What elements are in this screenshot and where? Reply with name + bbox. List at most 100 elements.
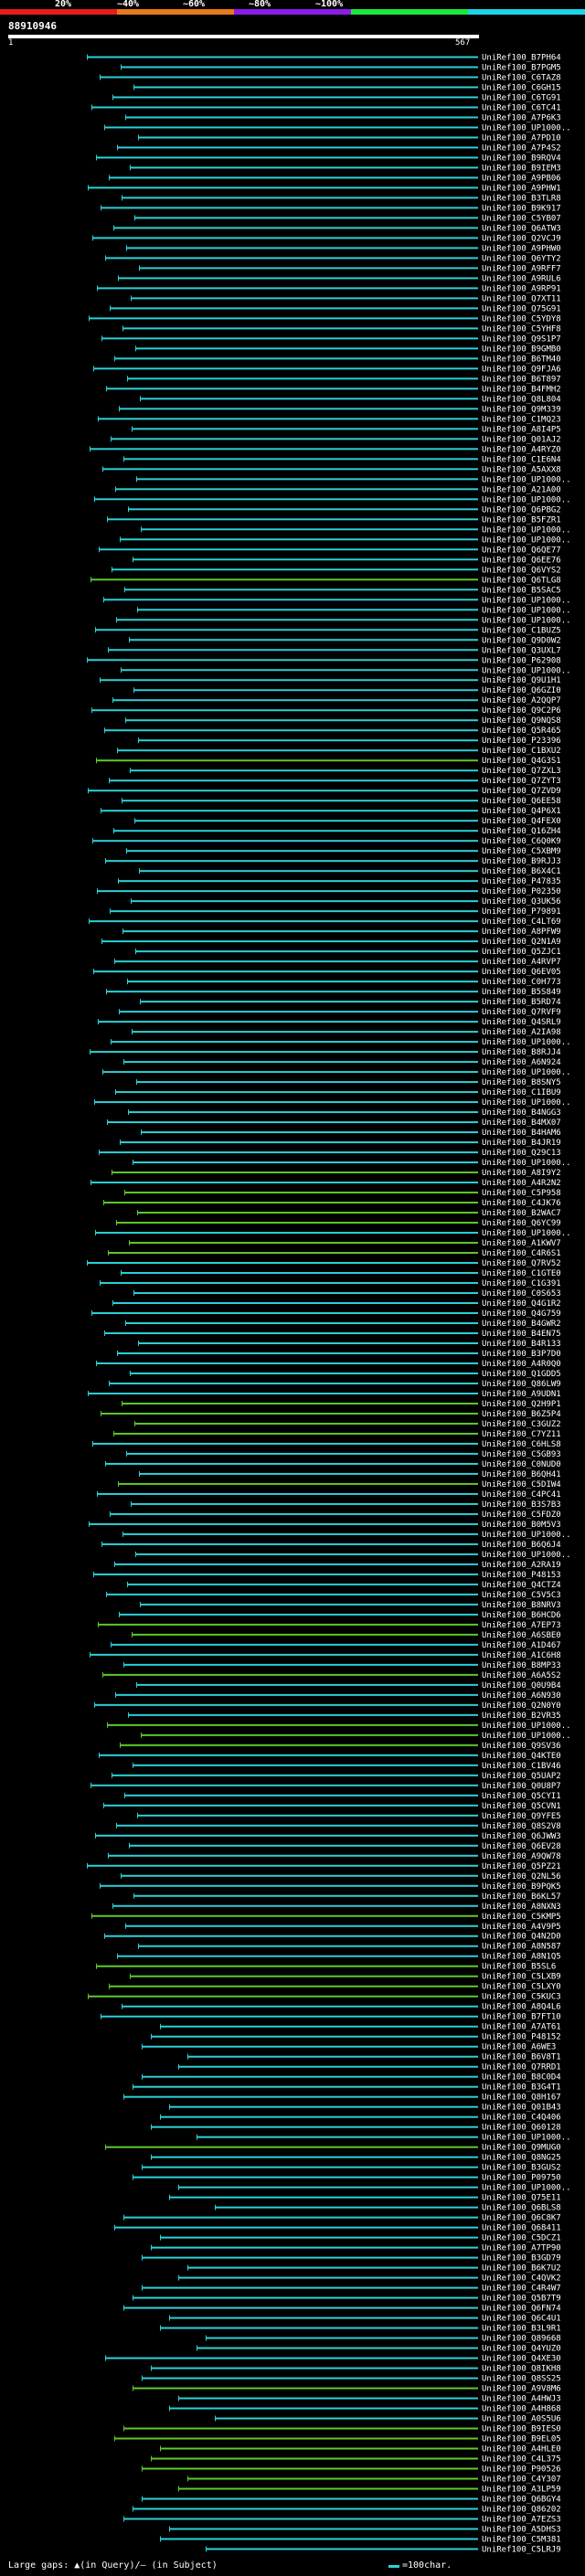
hit-row[interactable]: UniRef100_Q5CVN1: [103, 1802, 561, 1811]
hit-row[interactable]: UniRef100_C5M381: [160, 2536, 561, 2545]
hit-row[interactable]: UniRef100_C4R6S1: [108, 1249, 561, 1258]
hit-row[interactable]: UniRef100_B6V8T1: [187, 2053, 561, 2062]
hit-row[interactable]: UniRef100_A6SBE0: [132, 1631, 561, 1640]
hit-row[interactable]: UniRef100_UP1000..: [120, 535, 571, 545]
hit-row[interactable]: UniRef100_Q86LW9: [109, 1380, 561, 1389]
hit-row[interactable]: UniRef100_B6X4C1: [139, 867, 561, 876]
hit-row[interactable]: UniRef100_Q6TLG8: [90, 576, 561, 585]
hit-row[interactable]: UniRef100_UP1000..: [95, 1229, 571, 1238]
hit-row[interactable]: UniRef100_UP1000..: [133, 1159, 571, 1168]
hit-row[interactable]: UniRef100_Q89668: [206, 2335, 561, 2344]
hit-row[interactable]: UniRef100_UP1000..: [94, 495, 571, 504]
hit-row[interactable]: UniRef100_B0M5V3: [89, 1521, 561, 1530]
hit-row[interactable]: UniRef100_Q4KTE0: [99, 1752, 561, 1761]
hit-row[interactable]: UniRef100_B6K7U2: [187, 2264, 561, 2274]
hit-row[interactable]: UniRef100_UP1000..: [107, 1722, 571, 1731]
hit-row[interactable]: UniRef100_Q29C13: [99, 1149, 561, 1158]
hit-row[interactable]: UniRef100_Q16ZH4: [113, 827, 561, 836]
hit-row[interactable]: UniRef100_Q6YTY2: [105, 254, 561, 263]
hit-row[interactable]: UniRef100_B4EN75: [104, 1330, 561, 1339]
hit-row[interactable]: UniRef100_A2QQP7: [112, 696, 561, 705]
hit-row[interactable]: UniRef100_A4HWJ3: [178, 2395, 561, 2404]
hit-row[interactable]: UniRef100_Q8NG25: [151, 2154, 561, 2163]
hit-row[interactable]: UniRef100_A9PHW1: [88, 184, 561, 193]
hit-row[interactable]: UniRef100_A4RVP7: [114, 958, 561, 967]
hit-row[interactable]: UniRef100_UP1000..: [141, 1732, 571, 1741]
hit-row[interactable]: UniRef100_Q6ATW3: [113, 224, 561, 233]
hit-row[interactable]: UniRef100_Q0U9B4: [136, 1681, 561, 1691]
hit-row[interactable]: UniRef100_A7EZS3: [123, 2516, 561, 2525]
hit-row[interactable]: UniRef100_Q6PBG2: [128, 505, 561, 514]
hit-row[interactable]: UniRef100_A4R2N2: [90, 1179, 561, 1188]
hit-row[interactable]: UniRef100_C6TG91: [112, 93, 561, 102]
hit-row[interactable]: UniRef100_A9UDN1: [88, 1390, 561, 1399]
hit-row[interactable]: UniRef100_C7YZ11: [113, 1430, 561, 1439]
hit-row[interactable]: UniRef100_Q6EE58: [122, 797, 561, 806]
hit-row[interactable]: UniRef100_Q6C4U1: [169, 2315, 561, 2324]
hit-row[interactable]: UniRef100_C1BUZ5: [95, 626, 561, 635]
hit-row[interactable]: UniRef100_Q7RVF9: [119, 1008, 561, 1017]
hit-row[interactable]: UniRef100_Q5ZJC1: [135, 948, 561, 957]
hit-row[interactable]: UniRef100_C1BV46: [133, 1762, 561, 1771]
hit-row[interactable]: UniRef100_A4HLE0: [160, 2445, 561, 2454]
hit-row[interactable]: UniRef100_C5YDY8: [89, 314, 561, 323]
hit-row[interactable]: UniRef100_C4JK76: [103, 1199, 561, 1208]
hit-row[interactable]: UniRef100_C5LRJ9: [206, 2546, 561, 2555]
hit-row[interactable]: UniRef100_B5S849: [106, 988, 561, 997]
hit-row[interactable]: UniRef100_A1C6H8: [90, 1651, 561, 1660]
hit-row[interactable]: UniRef100_Q8SS25: [142, 2375, 561, 2384]
hit-row[interactable]: UniRef100_UP1000..: [178, 2184, 571, 2193]
hit-row[interactable]: UniRef100_C4Y307: [187, 2475, 561, 2485]
hit-row[interactable]: UniRef100_Q3UK56: [131, 897, 561, 906]
hit-row[interactable]: UniRef100_C5DCZ1: [160, 2234, 561, 2243]
hit-row[interactable]: UniRef100_B3GD79: [142, 2254, 561, 2263]
hit-row[interactable]: UniRef100_A8N587: [138, 1943, 561, 1952]
hit-row[interactable]: UniRef100_C6Q0K9: [92, 837, 561, 846]
hit-row[interactable]: UniRef100_A4RYZ0: [90, 445, 561, 454]
hit-row[interactable]: UniRef100_P90526: [142, 2465, 561, 2475]
hit-row[interactable]: UniRef100_Q75E11: [169, 2194, 561, 2203]
hit-row[interactable]: UniRef100_Q2NL56: [121, 1872, 561, 1882]
hit-row[interactable]: UniRef100_Q9C2P6: [91, 706, 561, 716]
hit-row[interactable]: UniRef100_C5P958: [124, 1189, 561, 1198]
hit-row[interactable]: UniRef100_B4MX07: [107, 1118, 561, 1128]
hit-row[interactable]: UniRef100_Q6EV28: [129, 1842, 561, 1851]
hit-row[interactable]: UniRef100_C5XBM9: [126, 847, 561, 856]
hit-row[interactable]: UniRef100_Q01AJ2: [111, 435, 561, 444]
hit-row[interactable]: UniRef100_B6QH41: [139, 1470, 561, 1479]
hit-row[interactable]: UniRef100_B8RJJ4: [90, 1048, 561, 1057]
hit-row[interactable]: UniRef100_UP1000..: [94, 1098, 571, 1108]
hit-row[interactable]: UniRef100_C0S653: [133, 1289, 561, 1299]
hit-row[interactable]: UniRef100_P48152: [151, 2033, 561, 2042]
hit-row[interactable]: UniRef100_B6HCD6: [119, 1611, 561, 1620]
hit-row[interactable]: UniRef100_C1GTE0: [121, 1269, 561, 1278]
hit-row[interactable]: UniRef100_B2WAC7: [137, 1209, 561, 1218]
hit-row[interactable]: UniRef100_A9PHW0: [126, 244, 561, 253]
hit-row[interactable]: UniRef100_UP1000..: [104, 123, 571, 133]
hit-row[interactable]: UniRef100_Q6VYS2: [112, 566, 561, 575]
hit-row[interactable]: UniRef100_C5KMP5: [91, 1913, 561, 1922]
hit-row[interactable]: UniRef100_C6GH15: [133, 83, 561, 92]
hit-row[interactable]: UniRef100_B2VR35: [128, 1712, 561, 1721]
hit-row[interactable]: UniRef100_B3P7D0: [117, 1350, 561, 1359]
hit-row[interactable]: UniRef100_B5SAC5: [124, 586, 561, 595]
hit-row[interactable]: UniRef100_C6TC41: [91, 103, 561, 112]
hit-row[interactable]: UniRef100_A8Q4L6: [122, 2003, 561, 2012]
hit-row[interactable]: UniRef100_B9IEM3: [130, 164, 561, 173]
hit-row[interactable]: UniRef100_B3G4T1: [133, 2083, 561, 2093]
hit-row[interactable]: UniRef100_P47835: [118, 877, 561, 886]
hit-row[interactable]: UniRef100_P79891: [110, 907, 561, 917]
hit-row[interactable]: UniRef100_Q4XE30: [105, 2355, 561, 2364]
hit-row[interactable]: UniRef100_UP1000..: [136, 475, 571, 484]
hit-row[interactable]: UniRef100_C1E6N4: [123, 455, 561, 464]
hit-row[interactable]: UniRef100_UP1000..: [111, 1038, 571, 1047]
hit-row[interactable]: UniRef100_Q7ZVD9: [88, 787, 561, 796]
hit-row[interactable]: UniRef100_B9IES0: [123, 2425, 561, 2434]
hit-row[interactable]: UniRef100_Q6BLS8: [215, 2204, 561, 2213]
hit-row[interactable]: UniRef100_A9RUL6: [118, 274, 561, 283]
hit-row[interactable]: UniRef100_Q6GZI0: [133, 686, 561, 695]
hit-row[interactable]: UniRef100_P09750: [133, 2174, 561, 2183]
hit-row[interactable]: UniRef100_C4R4W7: [142, 2284, 561, 2294]
hit-row[interactable]: UniRef100_UP1000..: [121, 666, 571, 675]
hit-row[interactable]: UniRef100_UP1000..: [103, 596, 571, 605]
